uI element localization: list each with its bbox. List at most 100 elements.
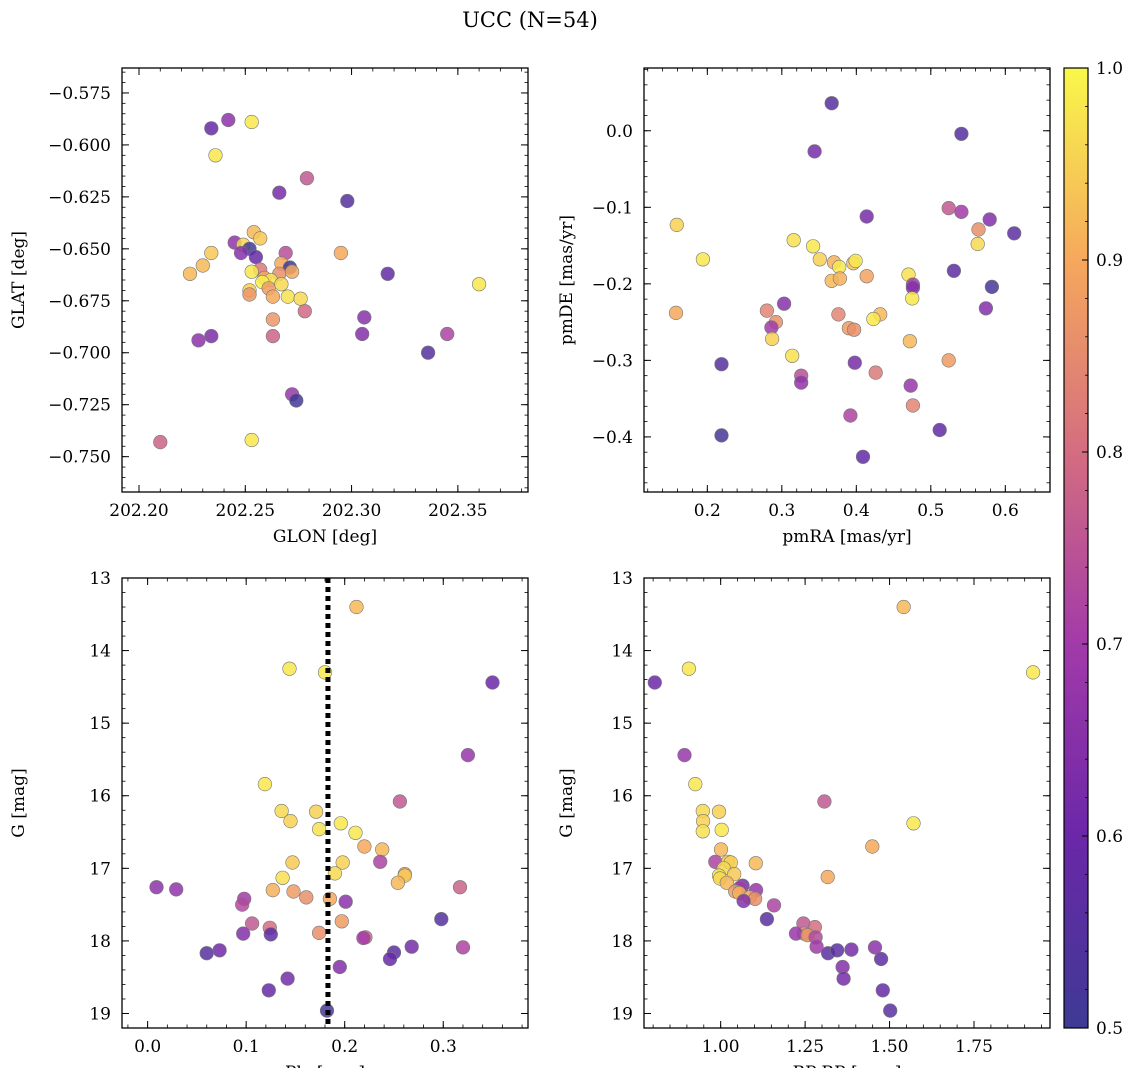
scatter-point — [859, 269, 874, 284]
y-tick-label: −0.625 — [48, 188, 111, 208]
colorbar-tick-label: 0.7 — [1096, 635, 1123, 655]
scatter-point — [235, 897, 250, 912]
y-tick-label: −0.600 — [48, 136, 111, 156]
scatter-point — [932, 422, 947, 438]
scatter-point — [274, 803, 289, 819]
scatter-point — [677, 747, 692, 763]
scatter-point — [244, 114, 259, 130]
colorbar-tick-label: 1.0 — [1096, 59, 1123, 79]
scatter-point — [356, 930, 371, 946]
scatter-point — [204, 329, 219, 344]
colorbar-tick-label: 0.6 — [1096, 827, 1123, 847]
scatter-point — [847, 355, 862, 370]
scatter-point — [954, 204, 969, 219]
scatter-point — [711, 804, 727, 819]
scatter-point — [274, 277, 289, 292]
y-tick-label: 0.0 — [606, 122, 633, 142]
x-tick-label: 202.30 — [322, 501, 381, 521]
x-tick-label: 1.50 — [871, 1037, 909, 1057]
scatter-point — [312, 821, 327, 837]
figure-title: UCC (N=54) — [462, 8, 598, 32]
scatter-point — [485, 675, 500, 690]
scatter-point — [272, 185, 287, 200]
y-axis-label: G [mag] — [557, 768, 577, 837]
scatter-point — [669, 217, 684, 232]
panels: 202.20 202.25 202.30 202.35 −0.575 −0.600 −0.6… — [9, 67, 1051, 1068]
scatter-point — [373, 854, 388, 869]
scatter-point — [836, 971, 851, 986]
x-tick-label: 0.3 — [430, 1037, 457, 1057]
x-axis-label: Plx [mas] — [285, 1063, 365, 1068]
y-tick-label: 16 — [89, 787, 111, 807]
scatter-point — [309, 804, 324, 819]
y-tick-label: 14 — [611, 642, 633, 662]
scatter-point — [883, 1003, 898, 1018]
scatter-point — [848, 253, 863, 268]
scatter-point — [866, 311, 881, 327]
scatter-point — [434, 911, 449, 927]
scatter-point — [335, 855, 350, 870]
scatter-point — [859, 209, 874, 224]
scatter-point — [286, 884, 301, 899]
scatter-point — [865, 839, 880, 854]
scatter-point — [714, 822, 729, 838]
scatter-point — [404, 939, 419, 954]
panel-pmra-pmde: 0.2 0.3 0.4 0.5 0.6 0.0 −0.1 −0.2 −0.3 −0.4 pmRA [… — [557, 67, 1051, 547]
scatter-point — [452, 880, 468, 895]
scatter-point — [820, 869, 835, 885]
scatter-point — [236, 926, 251, 941]
scatter-point — [472, 277, 487, 292]
y-tick-label: 17 — [89, 859, 111, 879]
scatter-point — [357, 839, 372, 854]
scatter-point — [954, 126, 969, 141]
scatter-point — [191, 333, 206, 348]
scatter-point — [348, 825, 363, 840]
panel-plx-g: 0.0 0.1 0.2 0.3 13 14 15 16 17 18 19 Plx [mas] G [ma… — [9, 569, 529, 1068]
y-tick-label: −0.3 — [592, 351, 633, 371]
scatter-point — [244, 432, 259, 448]
scatter-point — [233, 245, 249, 261]
scatter-point — [764, 331, 780, 347]
scatter-point — [873, 951, 889, 967]
scatter-point — [832, 271, 848, 286]
y-tick-label: −0.675 — [48, 292, 111, 312]
scatter-point — [182, 266, 198, 281]
scatter-point — [382, 951, 398, 967]
scatter-point — [714, 428, 729, 443]
scatter-point — [289, 393, 304, 408]
scatter-point — [868, 365, 883, 380]
scatter-point — [299, 171, 315, 186]
scatter-point — [941, 353, 956, 368]
scatter-point — [340, 193, 355, 209]
scatter-point — [759, 911, 775, 927]
scatter-point — [766, 898, 782, 913]
scatter-point — [380, 266, 395, 281]
scatter-point — [275, 870, 290, 885]
scatter-point — [208, 148, 223, 163]
colorbar-tick-label: 0.8 — [1096, 443, 1123, 463]
y-tick-label: 15 — [89, 714, 111, 734]
scatter-point — [297, 304, 312, 319]
plot-area — [644, 68, 1050, 492]
scatter-point — [794, 375, 809, 390]
colorbar: 0.5 0.6 0.7 0.8 0.9 1.0 — [1063, 59, 1123, 1039]
scatter-point — [204, 245, 219, 261]
y-tick-label: 19 — [89, 1004, 111, 1024]
y-tick-label: 17 — [611, 859, 633, 879]
scatter-point — [831, 307, 846, 322]
scatter-point — [817, 794, 832, 809]
scatter-point — [338, 894, 353, 909]
colorbar-gradient — [1063, 67, 1089, 1029]
scatter-point — [242, 287, 257, 302]
scatter-point — [714, 357, 729, 372]
scatter-point — [719, 875, 734, 890]
x-tick-label: 0.5 — [917, 501, 944, 521]
x-tick-label: 1.25 — [786, 1037, 824, 1057]
y-tick-label: 14 — [89, 642, 111, 662]
scatter-point — [312, 925, 327, 941]
scatter-point — [905, 398, 921, 413]
scatter-point — [946, 263, 962, 278]
x-axis-label: pmRA [mas/yr] — [782, 527, 911, 547]
x-tick-label: 0.2 — [331, 1037, 358, 1057]
x-tick-label: 0.1 — [233, 1037, 260, 1057]
